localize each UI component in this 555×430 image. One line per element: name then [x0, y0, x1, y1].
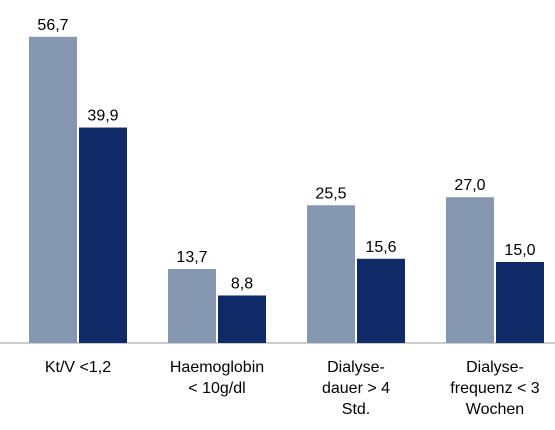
value-label: 15,0	[504, 242, 535, 259]
bar	[496, 262, 544, 343]
value-label: 56,7	[37, 17, 68, 34]
bar	[168, 269, 216, 343]
x-tick-label: Haemoglobin < 10g/dl	[170, 359, 264, 397]
bar	[29, 36, 77, 343]
x-tick-label: Kt/V <1,2	[45, 359, 111, 376]
value-label: 39,9	[87, 108, 118, 125]
bar	[307, 205, 355, 343]
value-label: 13,7	[176, 249, 207, 266]
value-label: 8,8	[231, 275, 253, 292]
value-label: 15,6	[365, 239, 396, 256]
bar	[218, 295, 266, 343]
bar	[357, 258, 405, 343]
value-label: 27,0	[454, 177, 485, 194]
bar	[79, 127, 127, 343]
bar	[446, 197, 494, 343]
x-tick-label: Dialyse-dauer > 4 Std.	[322, 359, 390, 418]
x-tick-label: Dialyse-frequenz < 3 Wochen	[450, 359, 540, 418]
value-label: 25,5	[315, 185, 346, 202]
